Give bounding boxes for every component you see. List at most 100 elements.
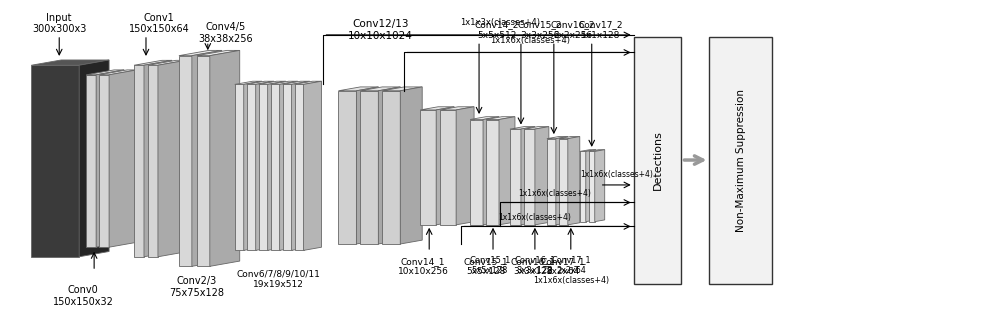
Text: Conv16_2
2x2x256: Conv16_2 2x2x256	[551, 21, 595, 40]
Text: Conv15_1
5x5x128: Conv15_1 5x5x128	[464, 257, 508, 276]
Polygon shape	[235, 84, 244, 251]
Text: Conv12/13
10x10x1024: Conv12/13 10x10x1024	[348, 19, 413, 41]
Polygon shape	[547, 139, 556, 225]
Polygon shape	[247, 81, 274, 84]
Polygon shape	[420, 110, 436, 225]
Polygon shape	[440, 110, 456, 225]
Text: 1x1x6x(classes+4): 1x1x6x(classes+4)	[498, 213, 571, 222]
Polygon shape	[86, 70, 124, 75]
Polygon shape	[556, 137, 568, 225]
Text: Conv2/3
75x75x128: Conv2/3 75x75x128	[169, 276, 224, 298]
Polygon shape	[259, 81, 286, 84]
Polygon shape	[259, 84, 268, 251]
Polygon shape	[559, 137, 580, 139]
Polygon shape	[109, 70, 137, 247]
Polygon shape	[283, 84, 292, 251]
Polygon shape	[510, 127, 535, 129]
Polygon shape	[179, 50, 222, 56]
Polygon shape	[99, 70, 137, 75]
Polygon shape	[360, 87, 400, 91]
Bar	[709, 36, 772, 284]
Text: Conv14_1
10x10x256: Conv14_1 10x10x256	[398, 257, 449, 276]
Polygon shape	[382, 87, 422, 91]
Polygon shape	[524, 129, 535, 225]
Bar	[634, 36, 681, 284]
Polygon shape	[158, 60, 186, 257]
Text: Conv17_2
1x1x128: Conv17_2 1x1x128	[578, 21, 623, 40]
Polygon shape	[256, 81, 274, 251]
Polygon shape	[586, 150, 596, 222]
Polygon shape	[360, 91, 378, 244]
Polygon shape	[589, 150, 605, 151]
Polygon shape	[244, 81, 262, 251]
Text: Conv4/5
38x38x256: Conv4/5 38x38x256	[198, 22, 253, 44]
Polygon shape	[436, 107, 454, 225]
Text: Conv6/7/8/9/10/11
19x19x512: Conv6/7/8/9/10/11 19x19x512	[237, 270, 321, 289]
Text: Detections: Detections	[653, 130, 663, 190]
Text: 1x1x6x(classes+4): 1x1x6x(classes+4)	[518, 189, 591, 198]
Polygon shape	[271, 84, 280, 251]
Text: Conv16_1
3x3x128: Conv16_1 3x3x128	[511, 257, 555, 276]
Polygon shape	[400, 87, 422, 244]
Polygon shape	[440, 107, 474, 110]
Polygon shape	[580, 150, 596, 151]
Polygon shape	[235, 81, 262, 84]
Polygon shape	[31, 65, 79, 257]
Polygon shape	[338, 87, 378, 91]
Polygon shape	[535, 127, 549, 225]
Text: Conv17_1
2x2x64
1x1x6x(classes+4): Conv17_1 2x2x64 1x1x6x(classes+4)	[533, 255, 609, 285]
Polygon shape	[338, 91, 356, 244]
Text: Conv17_1
2x2x64: Conv17_1 2x2x64	[541, 257, 585, 276]
Polygon shape	[470, 117, 499, 119]
Polygon shape	[134, 60, 172, 65]
Text: Conv16_1
3x3x128: Conv16_1 3x3x128	[514, 255, 556, 275]
Text: Non-Maximum Suppression: Non-Maximum Suppression	[736, 89, 746, 232]
Polygon shape	[580, 151, 586, 222]
Polygon shape	[148, 65, 158, 257]
Polygon shape	[499, 117, 515, 225]
Polygon shape	[295, 81, 321, 84]
Polygon shape	[292, 81, 310, 251]
Text: Input
300x300x3: Input 300x300x3	[32, 13, 86, 34]
Polygon shape	[31, 60, 109, 65]
Polygon shape	[96, 70, 124, 247]
Text: Conv1
150x150x64: Conv1 150x150x64	[129, 13, 189, 34]
Polygon shape	[521, 127, 535, 225]
Polygon shape	[197, 50, 240, 56]
Polygon shape	[148, 60, 186, 65]
Polygon shape	[486, 117, 515, 119]
Polygon shape	[295, 84, 304, 251]
Polygon shape	[134, 65, 144, 257]
Polygon shape	[192, 50, 222, 266]
Polygon shape	[378, 87, 400, 244]
Polygon shape	[510, 129, 521, 225]
Polygon shape	[283, 81, 310, 84]
Polygon shape	[456, 107, 474, 225]
Polygon shape	[144, 60, 172, 257]
Text: 1x1x3x(classes+4): 1x1x3x(classes+4)	[460, 18, 540, 27]
Polygon shape	[420, 107, 454, 110]
Polygon shape	[524, 127, 549, 129]
Text: Conv0
150x150x32: Conv0 150x150x32	[53, 286, 114, 307]
Polygon shape	[79, 60, 109, 257]
Text: 1x1x6x(classes+4): 1x1x6x(classes+4)	[580, 170, 653, 179]
Text: Conv15_2
3x3x256: Conv15_2 3x3x256	[518, 21, 562, 40]
Polygon shape	[382, 91, 400, 244]
Polygon shape	[589, 151, 595, 222]
Polygon shape	[547, 137, 568, 139]
Polygon shape	[356, 87, 378, 244]
Polygon shape	[304, 81, 321, 251]
Polygon shape	[99, 75, 109, 247]
Text: Conv15_1
5x5x128: Conv15_1 5x5x128	[469, 255, 511, 275]
Polygon shape	[595, 150, 605, 222]
Polygon shape	[559, 139, 568, 225]
Polygon shape	[470, 119, 483, 225]
Polygon shape	[280, 81, 298, 251]
Polygon shape	[271, 81, 298, 84]
Polygon shape	[179, 56, 192, 266]
Polygon shape	[197, 56, 210, 266]
Polygon shape	[486, 119, 499, 225]
Text: Conv14_2
5x5x512: Conv14_2 5x5x512	[475, 21, 519, 40]
Polygon shape	[247, 84, 256, 251]
Polygon shape	[86, 75, 96, 247]
